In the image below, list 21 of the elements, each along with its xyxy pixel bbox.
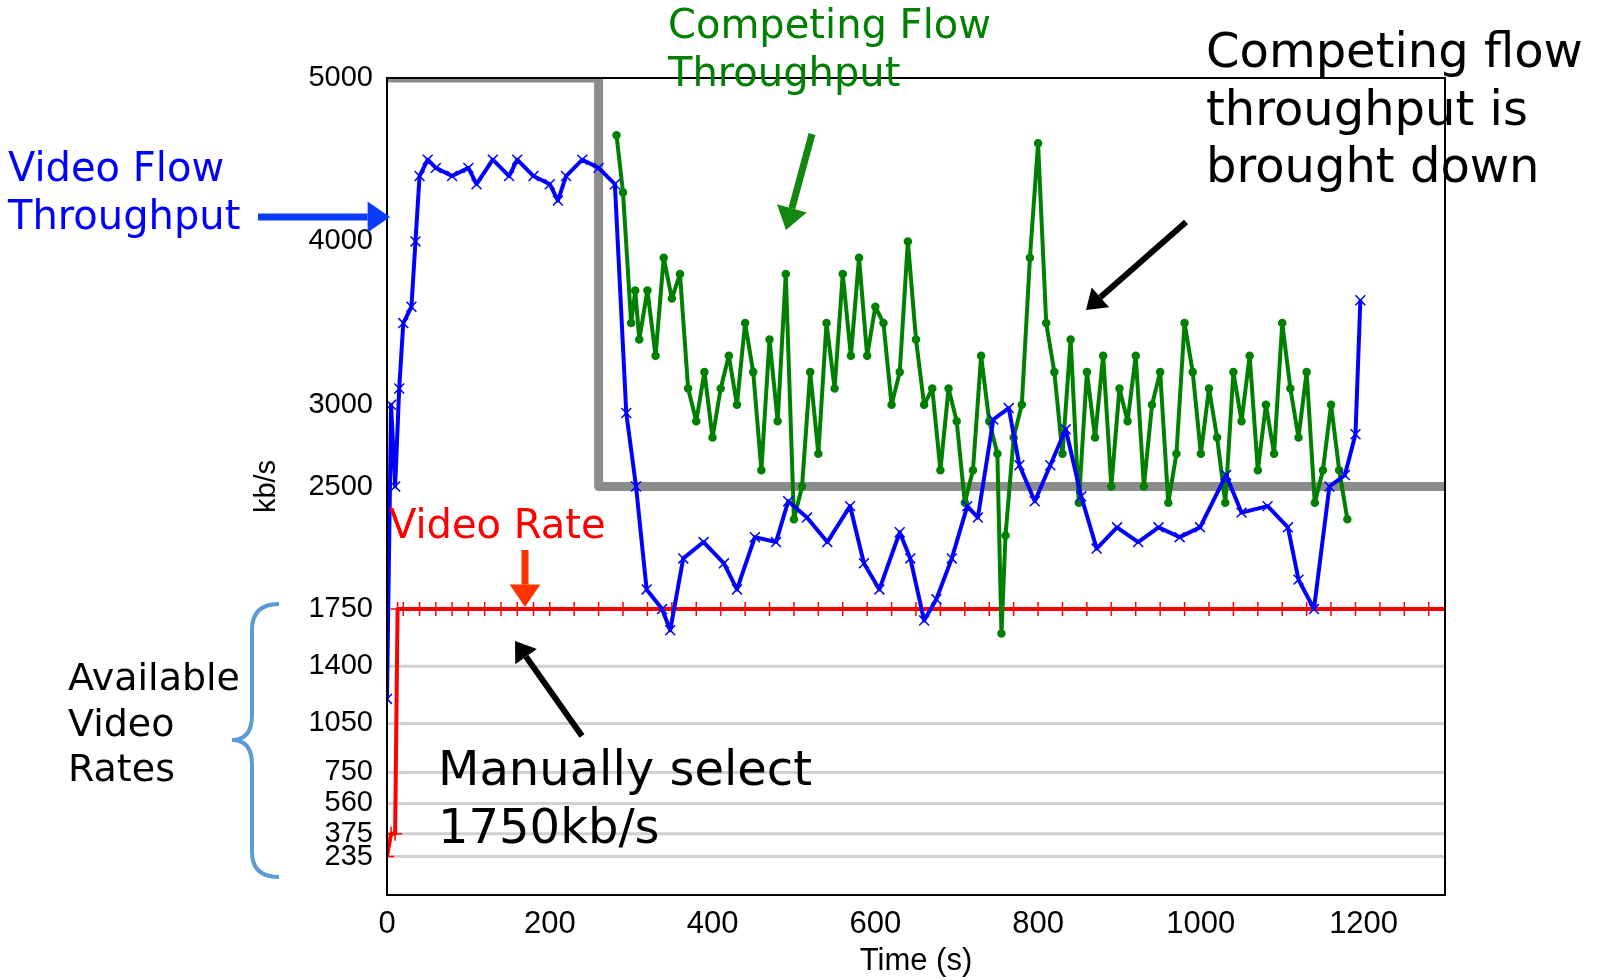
y-tick-label: 5000: [308, 60, 373, 92]
text: Video Flow Throughput: [8, 143, 242, 239]
text: Available Video Rates: [68, 655, 241, 792]
y-tick-label: 1400: [308, 648, 373, 681]
y-axis-title: kb/s: [249, 459, 282, 514]
y-tick-label: 4000: [308, 223, 373, 256]
x-axis-title: Time (s): [859, 941, 973, 977]
x-tick-label: 400: [686, 905, 739, 941]
y-tick-label: 1050: [308, 705, 373, 738]
y-tick-label: 2500: [308, 468, 373, 501]
y-tick-label: 3000: [308, 386, 373, 419]
x-tick-label: 0: [378, 905, 396, 941]
y-tick-label: 560: [324, 785, 373, 818]
x-tick-label: 1200: [1329, 905, 1399, 941]
x-tick-label: 600: [849, 905, 902, 941]
y-tick-label: 750: [324, 754, 373, 787]
x-tick-label: 1000: [1166, 905, 1236, 941]
x-tick-label: 800: [1012, 905, 1064, 941]
annotation: Manually select 1750kb/s: [438, 740, 814, 856]
y-tick-label: 1750: [308, 591, 373, 624]
x-tick-label: 200: [523, 905, 576, 941]
